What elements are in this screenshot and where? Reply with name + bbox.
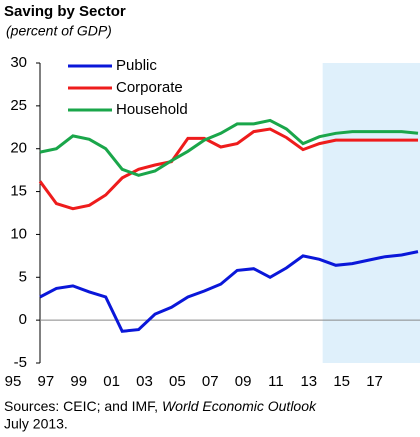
series-line xyxy=(38,127,418,211)
x-tick-label: 95 xyxy=(5,373,22,390)
y-tick-label: 30 xyxy=(10,54,27,71)
x-tick-label: 13 xyxy=(300,373,317,390)
legend-label: Corporate xyxy=(116,79,183,96)
source-note: Sources: CEIC; and IMF, World Economic O… xyxy=(4,398,317,414)
y-tick-label: 15 xyxy=(10,183,27,200)
x-tick-label: 15 xyxy=(333,373,350,390)
y-tick-label: -5 xyxy=(14,354,27,371)
x-tick-label: 07 xyxy=(202,373,219,390)
x-tick-label: 17 xyxy=(366,373,383,390)
y-tick-label: 25 xyxy=(10,97,27,114)
source-text: Sources: CEIC; and IMF, xyxy=(4,398,162,414)
legend-label: Public xyxy=(116,57,157,74)
x-tick-label: 99 xyxy=(70,373,87,390)
chart-title: Saving by Sector xyxy=(4,3,126,20)
y-tick-label: 10 xyxy=(10,225,27,242)
source-date: July 2013. xyxy=(4,416,68,432)
x-tick-label: 09 xyxy=(235,373,252,390)
x-tick-label: 01 xyxy=(103,373,120,390)
y-tick-label: 0 xyxy=(19,311,27,328)
x-tick-label: 03 xyxy=(136,373,153,390)
series-line xyxy=(39,118,419,177)
chart-subtitle: (percent of GDP) xyxy=(6,23,112,39)
x-tick-label: 05 xyxy=(169,373,186,390)
source-title: World Economic Outlook xyxy=(162,398,317,414)
legend-label: Household xyxy=(116,101,188,118)
series-line xyxy=(39,250,419,333)
y-tick-label: 5 xyxy=(19,268,27,285)
projection-shade xyxy=(322,63,420,363)
x-tick-label: 97 xyxy=(38,373,55,390)
y-tick-label: 20 xyxy=(10,140,27,157)
x-tick-label: 11 xyxy=(268,373,284,390)
shade-layer xyxy=(322,63,420,363)
